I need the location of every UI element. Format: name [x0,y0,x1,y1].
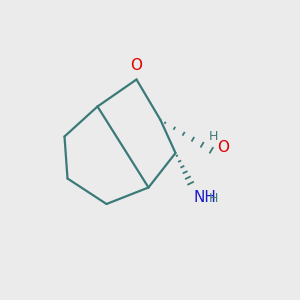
Text: H: H [208,192,218,205]
Text: H: H [208,130,218,143]
Text: O: O [218,140,230,154]
Text: NH: NH [194,190,216,206]
Text: O: O [130,58,142,74]
